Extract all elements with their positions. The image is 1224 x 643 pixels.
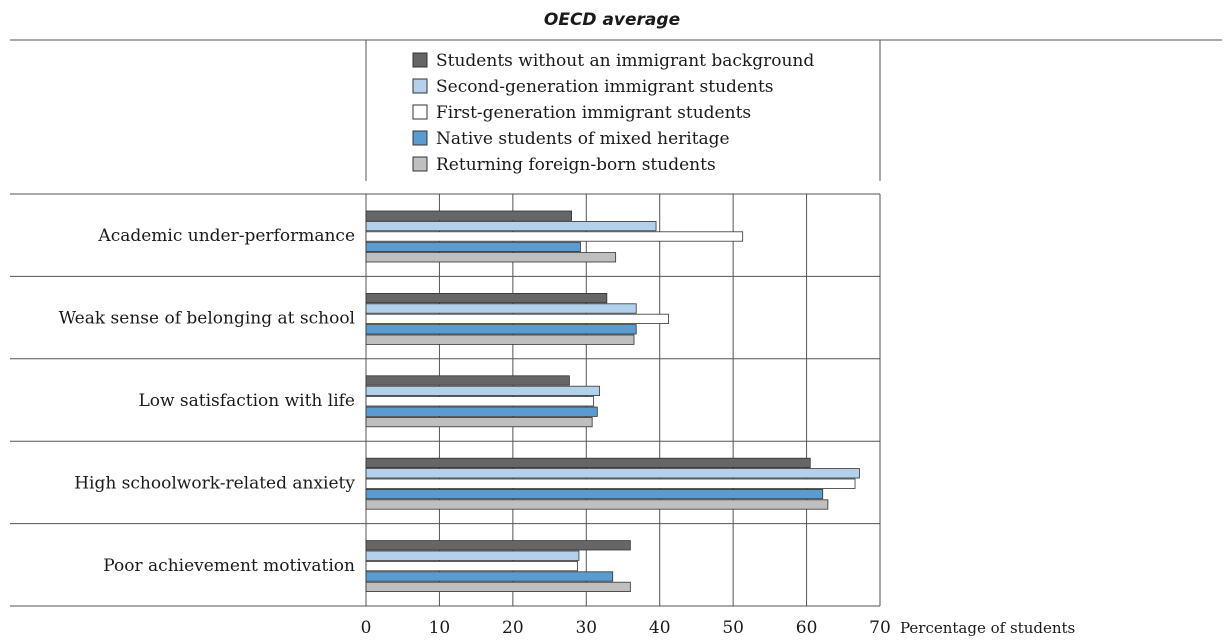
legend-swatch <box>412 130 428 146</box>
legend-label: Second-generation immigrant students <box>436 77 774 97</box>
bar <box>365 303 637 314</box>
x-tick-label: 50 <box>722 618 744 638</box>
bar <box>365 313 669 325</box>
bar <box>365 406 598 417</box>
legend-label: Returning foreign-born students <box>436 155 716 175</box>
bar <box>365 324 637 335</box>
legend-swatch <box>412 52 428 68</box>
x-axis-title: Percentage of students <box>900 619 1075 637</box>
bar <box>365 561 578 572</box>
category-label: Academic under-performance <box>97 226 355 246</box>
x-tick-label: 10 <box>429 618 451 638</box>
bar <box>365 210 573 221</box>
legend-label: Native students of mixed heritage <box>436 129 730 149</box>
bar <box>365 540 631 551</box>
x-tick-labels: 0 10 20 30 40 50 60 70 <box>361 618 891 638</box>
bar <box>365 396 595 407</box>
bars <box>365 210 860 593</box>
chart-subtitle: OECD average <box>544 10 680 30</box>
bar <box>365 220 657 232</box>
legend: Students without an immigrant background… <box>412 51 814 175</box>
bar <box>365 478 856 489</box>
bar <box>365 241 581 252</box>
bar <box>365 468 860 479</box>
bar <box>365 252 617 263</box>
x-tick-label: 30 <box>575 618 597 638</box>
legend-swatch <box>412 104 428 120</box>
x-tick-label: 40 <box>649 618 671 638</box>
legend-swatch <box>412 156 428 172</box>
bar <box>365 550 580 561</box>
bar <box>365 488 824 500</box>
legend-label: First-generation immigrant students <box>436 103 751 123</box>
category-label: Poor achievement motivation <box>103 556 355 576</box>
bar <box>365 334 635 345</box>
bar <box>365 416 593 428</box>
bar <box>365 571 614 582</box>
bar <box>365 457 811 469</box>
category-label: Weak sense of belonging at school <box>59 309 355 329</box>
x-tick-label: 20 <box>502 618 524 638</box>
bar <box>365 499 829 510</box>
legend-label: Students without an immigrant background <box>436 51 814 71</box>
bar <box>365 581 631 593</box>
category-label: High schoolwork-related anxiety <box>74 473 355 493</box>
bar <box>365 375 570 386</box>
legend-swatch <box>412 78 428 94</box>
x-tick-label: 60 <box>796 618 818 638</box>
bar <box>365 231 744 242</box>
bar <box>365 385 600 397</box>
category-label: Low satisfaction with life <box>138 391 355 411</box>
x-tick-label: 0 <box>361 618 372 638</box>
category-labels: Academic under-performance Weak sense of … <box>59 226 356 576</box>
bar <box>365 292 608 304</box>
x-tick-label: 70 <box>869 618 891 638</box>
